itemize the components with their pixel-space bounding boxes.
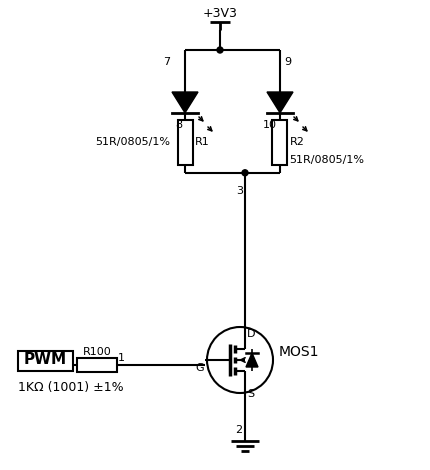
Text: 2: 2 [235,425,242,435]
Text: PWM: PWM [24,352,67,367]
Text: 51R/0805/1%: 51R/0805/1% [95,137,170,147]
Bar [18,351,73,371]
Text: S: S [247,389,254,399]
Text: 51R/0805/1%: 51R/0805/1% [289,155,365,165]
Text: R100: R100 [83,347,111,357]
Text: 10: 10 [263,120,277,130]
Text: MOS1: MOS1 [279,345,319,359]
Text: 9: 9 [284,57,291,67]
Circle shape [217,47,223,53]
Text: +3V3: +3V3 [203,7,237,20]
Circle shape [242,170,248,176]
Text: 3: 3 [236,186,243,196]
Text: R1: R1 [194,137,209,147]
Text: 1: 1 [118,353,125,363]
Text: 7: 7 [163,57,170,67]
Bar [77,358,117,372]
Text: R2: R2 [289,137,304,147]
Text: G: G [195,363,204,373]
Bar [273,120,288,165]
Text: 8: 8 [175,120,182,130]
Polygon shape [172,92,198,113]
Polygon shape [267,92,293,113]
Bar [178,120,193,165]
Text: 1KΩ (1001) ±1%: 1KΩ (1001) ±1% [18,381,124,394]
Polygon shape [246,353,258,367]
Text: D: D [247,329,255,339]
